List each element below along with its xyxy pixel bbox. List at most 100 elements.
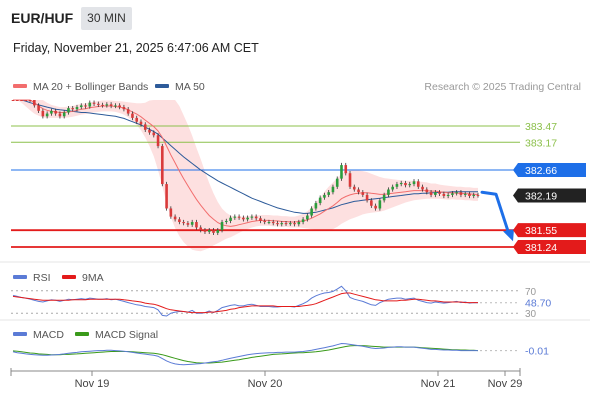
current-label-text: 382.19 <box>525 190 557 202</box>
candle-body <box>476 194 480 196</box>
moving-averages <box>13 99 478 227</box>
candle-body <box>118 105 121 108</box>
forecast-arrow-line <box>480 190 511 236</box>
candle <box>455 190 458 196</box>
candle-body <box>88 102 92 107</box>
candle <box>92 100 96 106</box>
ma20-legend-swatch <box>13 84 27 88</box>
candles <box>11 100 480 236</box>
candle-body <box>195 222 198 228</box>
candle <box>374 203 377 211</box>
candle <box>161 143 164 187</box>
candle-body <box>463 193 467 195</box>
candle <box>182 219 185 226</box>
candle-body <box>382 194 386 201</box>
macd-legend-label: MACD <box>33 329 64 341</box>
timeframe-button[interactable]: 30 MIN <box>81 7 132 30</box>
candle <box>352 184 356 192</box>
ma50-legend-swatch <box>155 84 169 88</box>
candle <box>472 192 476 199</box>
candle <box>41 108 45 119</box>
candle <box>263 218 266 225</box>
candle-body <box>92 102 96 104</box>
candle-body <box>216 230 220 233</box>
candle-body <box>404 182 407 186</box>
rsi-line <box>12 285 479 317</box>
candle-body <box>331 186 335 193</box>
candle <box>476 192 480 198</box>
candle <box>131 111 134 121</box>
candle <box>370 198 373 208</box>
candle-body <box>135 117 139 122</box>
candle <box>88 100 92 109</box>
candle <box>169 206 173 219</box>
rsi-value-bg <box>522 296 556 309</box>
rsi-legend-swatch <box>13 275 27 279</box>
candle <box>126 107 130 116</box>
candle <box>79 103 83 110</box>
candle-body <box>212 230 215 233</box>
candle-body <box>327 192 330 195</box>
candle <box>67 105 70 115</box>
candle-body <box>293 223 296 225</box>
candle <box>378 198 382 211</box>
candle-body <box>387 189 390 195</box>
candle-body <box>250 216 254 218</box>
candle <box>395 181 399 189</box>
candle <box>207 228 211 234</box>
candle <box>186 220 190 227</box>
candle-body <box>24 100 28 101</box>
candle-body <box>361 192 365 195</box>
candle-body <box>434 192 437 195</box>
candle <box>357 187 360 195</box>
candle <box>118 103 121 110</box>
candle <box>122 104 126 112</box>
support-label-text: 381.55 <box>525 225 557 237</box>
ma50-line <box>13 99 478 214</box>
candle <box>15 100 19 101</box>
time-tick-label: Nov 29 <box>488 378 523 390</box>
candle <box>195 219 198 230</box>
macd-signal-legend-label: MACD Signal <box>95 329 158 341</box>
candle <box>28 100 32 103</box>
candle <box>446 192 450 199</box>
candle <box>37 103 40 114</box>
candle-body <box>297 222 301 225</box>
candle-body <box>28 100 32 101</box>
candle <box>229 215 232 224</box>
candle <box>246 215 249 222</box>
candle-body <box>122 107 126 110</box>
candle-body <box>429 192 433 195</box>
candle <box>156 133 160 149</box>
candle-body <box>237 216 241 218</box>
candle-body <box>71 108 75 110</box>
forecast-arrow <box>480 190 514 242</box>
candle <box>212 228 215 236</box>
candle <box>284 220 288 226</box>
rsi-legend-label: RSI <box>33 272 51 284</box>
candle-body <box>75 107 79 110</box>
candle <box>139 119 143 127</box>
candle-body <box>455 192 458 194</box>
pivot-label-box <box>513 162 586 177</box>
candle <box>425 187 429 195</box>
candle <box>335 176 339 189</box>
candle <box>288 220 292 226</box>
candle <box>105 102 109 108</box>
candle-body <box>15 100 19 101</box>
candle <box>233 214 237 220</box>
candle <box>318 195 322 206</box>
candle-body <box>178 219 181 223</box>
pivot-label-text: 382.66 <box>525 165 557 177</box>
support-label-text: 381.24 <box>525 242 557 254</box>
candle-body <box>370 200 373 206</box>
candle <box>361 190 365 198</box>
candle-body <box>20 100 23 101</box>
candle-body <box>220 222 224 231</box>
candle <box>143 122 147 132</box>
candle-body <box>41 110 45 117</box>
candle-body <box>207 230 211 232</box>
candle <box>412 179 416 187</box>
candle <box>84 103 87 109</box>
